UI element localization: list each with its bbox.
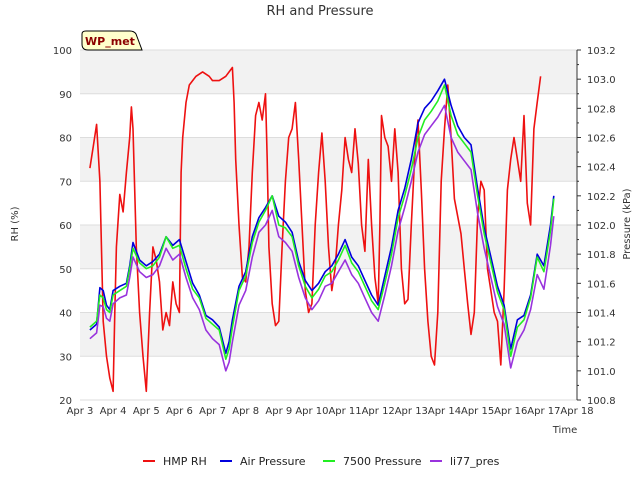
left-axis-title: RH (%) xyxy=(10,206,21,241)
series-line-7500-pressure xyxy=(89,84,555,360)
x-tick-label: Apr 5 xyxy=(133,406,160,417)
legend-label: li77_pres xyxy=(450,455,500,468)
chart-title: RH and Pressure xyxy=(266,4,373,19)
right-tick-label: 102.0 xyxy=(587,221,616,232)
right-tick-label: 101.6 xyxy=(587,279,616,290)
right-tick-label: 102.4 xyxy=(587,163,616,174)
right-tick-label: 101.0 xyxy=(587,367,616,378)
right-tick-label: 102.2 xyxy=(587,192,616,203)
x-tick-label: Apr 3 xyxy=(67,406,94,417)
x-tick-label: Apr 11 xyxy=(328,406,361,417)
station-badge-box xyxy=(81,30,143,51)
left-axis-ticks: 20 30 40 50 60 70 80 90 100 xyxy=(53,46,72,407)
left-tick-label: 70 xyxy=(59,177,72,188)
legend: HMP RH Air Pressure 7500 Pressure li77_pres xyxy=(143,455,500,468)
x-axis-title: Time xyxy=(552,425,577,436)
x-tick-label: Apr 6 xyxy=(166,406,193,417)
left-tick-label: 30 xyxy=(59,352,72,363)
right-axis-title: Pressure (kPa) xyxy=(622,188,633,259)
right-tick-label: 101.4 xyxy=(587,309,616,320)
x-axis-ticks: Apr 3 Apr 4 Apr 5 Apr 6 Apr 7 Apr 8 Apr 9 Apr 1… xyxy=(67,406,594,417)
series-layer xyxy=(89,66,555,393)
station-badge: WP_met xyxy=(81,30,143,51)
grid-lines xyxy=(80,49,577,401)
x-tick-label: Apr 8 xyxy=(232,406,259,417)
left-tick-label: 90 xyxy=(59,90,72,101)
legend-label: Air Pressure xyxy=(240,455,306,468)
x-tick-label: Apr 13 xyxy=(395,406,428,417)
series-line-li77-pres xyxy=(89,104,555,372)
x-tick-label: Apr 10 xyxy=(295,406,328,417)
x-tick-label: Apr 16 xyxy=(494,406,527,417)
right-tick-label: 102.8 xyxy=(587,104,616,115)
left-tick-label: 40 xyxy=(59,309,72,320)
plot-band xyxy=(80,50,577,94)
right-tick-label: 100.8 xyxy=(587,396,616,407)
legend-label: HMP RH xyxy=(163,455,207,468)
x-tick-label: Apr 9 xyxy=(265,406,292,417)
x-tick-label: Apr 14 xyxy=(428,406,461,417)
x-tick-label: Apr 15 xyxy=(461,406,494,417)
right-tick-label: 103.2 xyxy=(587,46,616,57)
left-tick-label: 100 xyxy=(53,46,72,57)
x-tick-label: Apr 4 xyxy=(100,406,127,417)
right-tick-label: 101.2 xyxy=(587,338,616,349)
x-tick-label: Apr 17 xyxy=(527,406,560,417)
station-badge-label: WP_met xyxy=(85,35,135,48)
plot-band xyxy=(80,137,577,182)
right-tick-label: 103.0 xyxy=(587,75,616,86)
right-axis-ticks: 100.8 101.0 101.2 101.4 101.6 101.8 102.0 102.2… xyxy=(577,46,616,407)
right-tick-label: 101.8 xyxy=(587,250,616,261)
left-tick-label: 80 xyxy=(59,134,72,145)
right-tick-label: 102.6 xyxy=(587,134,616,145)
series-line-hmp-rh xyxy=(89,66,542,393)
left-tick-label: 50 xyxy=(59,265,72,276)
x-tick-label: Apr 7 xyxy=(199,406,226,417)
left-tick-label: 20 xyxy=(59,396,72,407)
legend-label: 7500 Pressure xyxy=(343,455,422,468)
left-tick-label: 60 xyxy=(59,221,72,232)
x-tick-label: Apr 12 xyxy=(362,406,395,417)
x-tick-label: Apr 18 xyxy=(560,406,593,417)
series-line-air-pressure xyxy=(89,78,555,355)
